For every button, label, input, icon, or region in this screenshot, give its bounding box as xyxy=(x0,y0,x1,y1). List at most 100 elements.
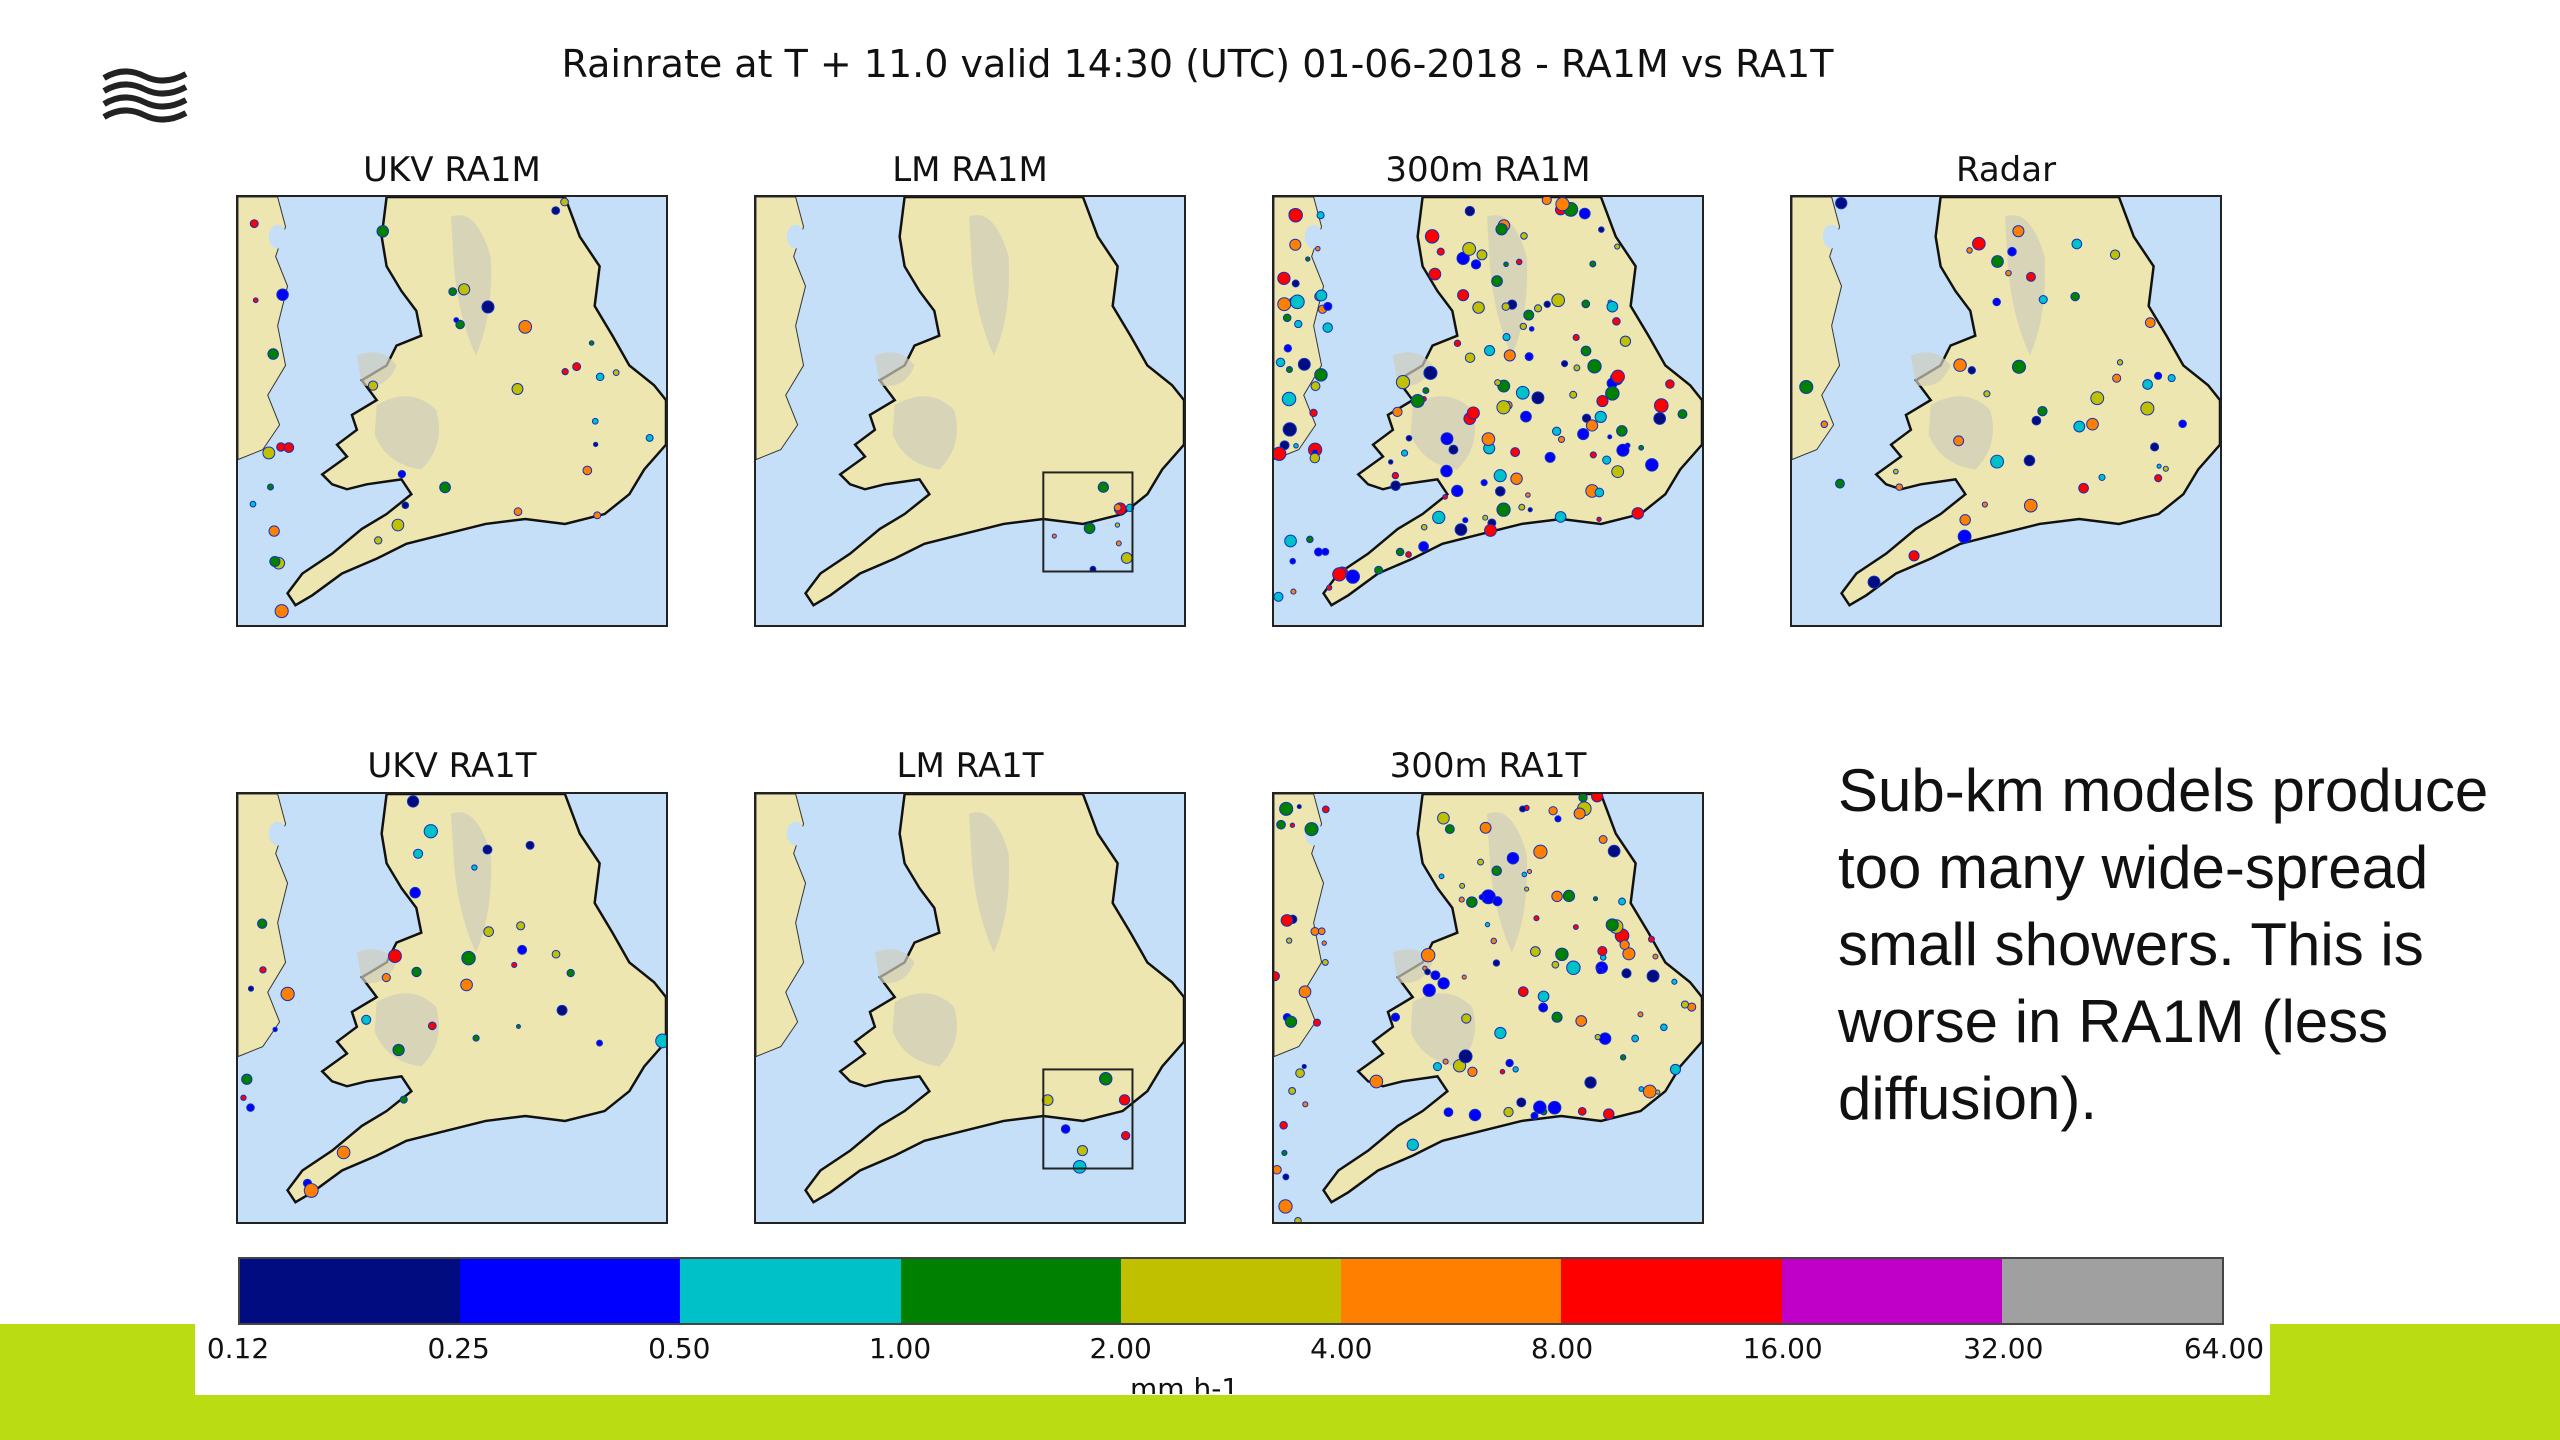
rain-cell xyxy=(1076,1145,1088,1157)
rain-cell xyxy=(1648,935,1655,943)
colorbar-tick-label: 64.00 xyxy=(2183,1332,2265,1365)
rain-cell xyxy=(1097,481,1110,493)
rain-cell xyxy=(1551,960,1560,969)
rain-cell xyxy=(1491,865,1502,877)
rain-cell xyxy=(1521,871,1528,878)
rain-cell xyxy=(246,1103,255,1112)
rain-cell xyxy=(391,518,405,532)
rain-cell xyxy=(1543,300,1551,308)
rain-cell xyxy=(1420,523,1428,531)
rain-cell xyxy=(1554,511,1567,523)
rain-cell xyxy=(1637,1011,1644,1018)
rain-cell xyxy=(1315,289,1328,302)
rain-cell xyxy=(1992,297,2001,307)
rain-cell xyxy=(513,507,523,517)
rain-cell xyxy=(556,1004,568,1016)
rain-cell xyxy=(1437,811,1450,825)
rain-cell xyxy=(1275,357,1286,368)
rain-cell xyxy=(1495,486,1506,497)
rain-cell xyxy=(1326,584,1333,591)
rain-cell xyxy=(1525,492,1531,498)
rain-cell xyxy=(1284,1015,1298,1028)
rain-cell xyxy=(2023,454,2036,467)
rain-cell xyxy=(2026,271,2036,282)
rain-cell xyxy=(259,966,267,974)
rain-cell xyxy=(2023,498,2038,513)
rain-cell xyxy=(1479,821,1492,834)
rain-cell xyxy=(1323,301,1333,311)
rain-cell xyxy=(1302,1101,1309,1108)
rain-cell xyxy=(1322,322,1333,333)
rain-cell xyxy=(1495,223,1508,236)
rain-cell xyxy=(1278,1199,1293,1214)
rain-cell xyxy=(582,465,593,476)
rain-cell xyxy=(1291,279,1300,288)
rain-cell xyxy=(1589,260,1597,268)
colorbar-tick-label: 4.00 xyxy=(1310,1332,1373,1365)
rain-cell xyxy=(387,949,402,964)
rain-cell xyxy=(1569,390,1578,399)
rain-cell xyxy=(1444,824,1455,835)
rain-cell xyxy=(1607,844,1621,858)
rain-cell xyxy=(268,525,280,537)
rain-cell xyxy=(1585,419,1599,432)
rain-cell xyxy=(1835,197,1848,210)
rain-cell xyxy=(1665,379,1675,389)
rain-cell xyxy=(401,501,410,510)
rain-cell xyxy=(1614,243,1621,250)
colorbar-segment xyxy=(1781,1259,2002,1323)
rain-cell xyxy=(1309,408,1318,418)
rain-cell xyxy=(1598,1032,1612,1045)
rain-cell xyxy=(1395,547,1405,557)
rain-cell xyxy=(1493,469,1507,483)
rain-cell xyxy=(481,300,495,314)
rain-cell xyxy=(572,362,582,372)
map-panel-lm-ra1m xyxy=(754,195,1186,627)
rain-cell xyxy=(1432,510,1446,525)
rain-cell xyxy=(2086,417,2099,431)
rain-cell xyxy=(1309,452,1321,464)
rain-cell xyxy=(1616,425,1628,437)
rain-cell xyxy=(1510,472,1523,486)
rain-cell xyxy=(1581,413,1592,423)
rain-cell xyxy=(1284,534,1297,548)
rain-cell xyxy=(1440,432,1454,446)
rain-cell xyxy=(1494,379,1502,387)
rain-cell xyxy=(471,864,478,871)
rain-cell xyxy=(1519,805,1527,813)
rain-cell xyxy=(2162,465,2169,472)
rain-cell xyxy=(1577,428,1590,441)
rain-cell xyxy=(1392,406,1403,418)
rain-cell xyxy=(1967,366,1976,375)
rain-cell xyxy=(1459,882,1466,889)
rain-cell xyxy=(1957,529,1972,544)
rain-cell xyxy=(2109,249,2121,260)
rain-cell xyxy=(1401,449,1409,457)
rain-cell xyxy=(1458,1049,1473,1064)
rain-cell xyxy=(1305,256,1311,262)
rain-cell xyxy=(1464,352,1476,363)
rain-cell xyxy=(1298,985,1312,999)
rain-cell xyxy=(1557,435,1566,444)
rain-cell xyxy=(1983,390,1991,398)
rain-cell xyxy=(1461,1013,1472,1024)
rain-cell xyxy=(1594,487,1605,498)
rain-cell xyxy=(1530,1111,1539,1120)
rain-cell xyxy=(1596,395,1609,408)
rain-cell xyxy=(376,225,389,238)
rain-cell xyxy=(257,918,268,929)
rain-cell xyxy=(1457,289,1470,302)
rain-cell xyxy=(374,536,383,545)
rain-cell xyxy=(1494,1026,1507,1040)
rain-cell xyxy=(2098,473,2106,481)
rain-cell xyxy=(406,795,420,808)
rain-cell xyxy=(2178,419,2187,429)
figure-title: Rainrate at T + 11.0 valid 14:30 (UTC) 0… xyxy=(561,42,1834,86)
rain-cell xyxy=(1296,804,1302,810)
rain-cell xyxy=(1537,990,1550,1003)
rain-cell xyxy=(1646,969,1660,983)
rain-cell xyxy=(1611,369,1625,384)
rain-cell xyxy=(1533,304,1543,313)
rain-cell xyxy=(1577,1106,1587,1116)
rain-cell xyxy=(303,1183,319,1198)
